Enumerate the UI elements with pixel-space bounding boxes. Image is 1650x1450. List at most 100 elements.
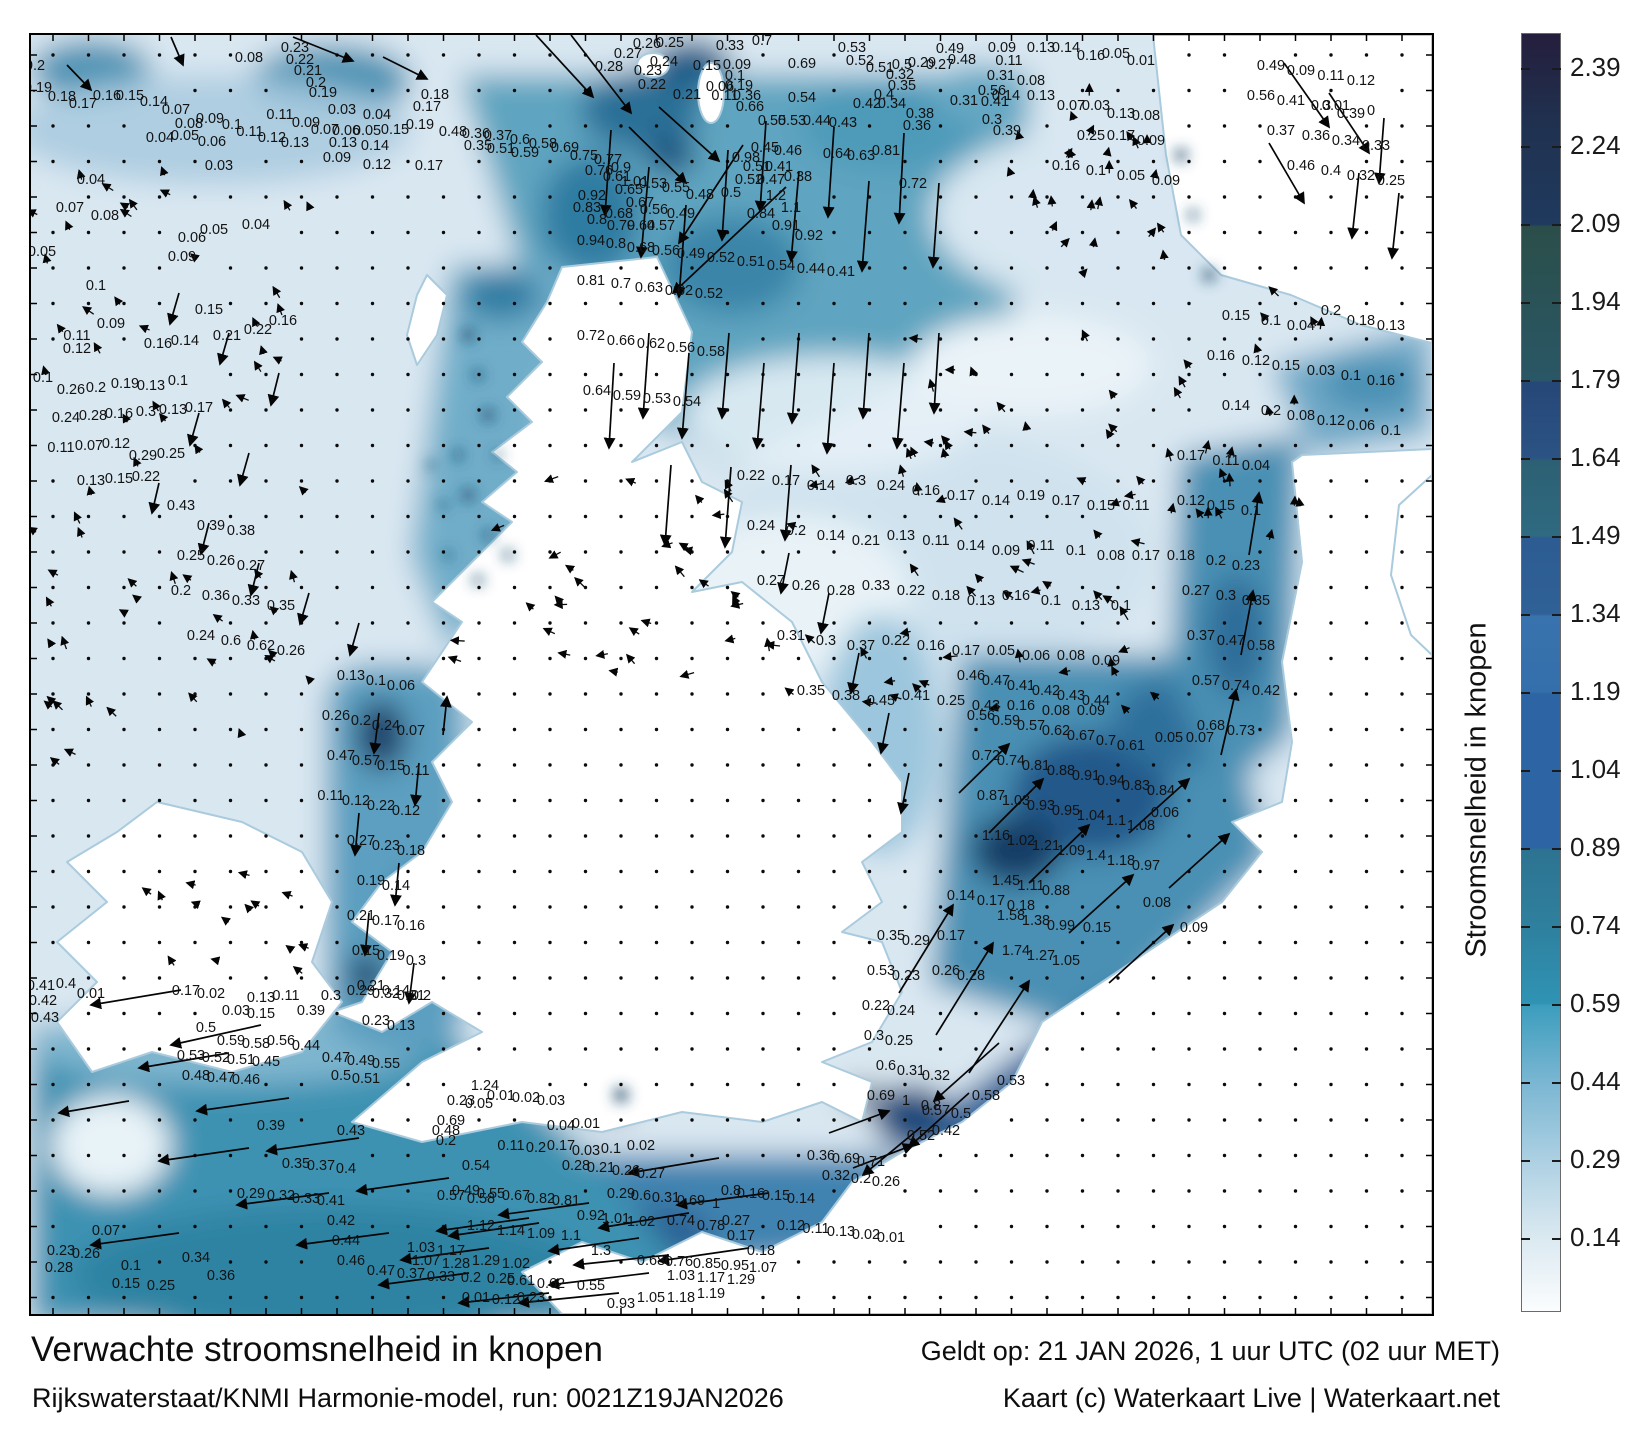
svg-text:0.04: 0.04: [77, 172, 105, 188]
svg-text:0.47: 0.47: [207, 1070, 235, 1086]
svg-text:0.21: 0.21: [357, 978, 385, 994]
colorbar-tick: [1552, 536, 1561, 539]
svg-text:0.13: 0.13: [887, 528, 915, 544]
svg-text:0.14: 0.14: [382, 983, 410, 999]
svg-text:0.15: 0.15: [1087, 498, 1115, 514]
svg-text:0.13: 0.13: [281, 135, 309, 151]
svg-text:0.49: 0.49: [667, 206, 695, 222]
svg-text:0.17: 0.17: [415, 158, 443, 174]
colorbar-tick: [1552, 458, 1561, 461]
svg-text:0.93: 0.93: [607, 1296, 635, 1312]
svg-text:0.17: 0.17: [952, 643, 980, 659]
major-current-arrows: [57, 35, 1400, 1308]
svg-text:0.08: 0.08: [1057, 648, 1085, 664]
svg-text:0.16: 0.16: [1207, 348, 1235, 364]
svg-text:0.02: 0.02: [627, 1138, 655, 1154]
svg-text:0.15: 0.15: [116, 88, 144, 104]
svg-text:0.05: 0.05: [465, 1096, 493, 1112]
svg-text:0.15: 0.15: [352, 943, 380, 959]
svg-text:0.08: 0.08: [1143, 895, 1171, 911]
svg-text:0.1: 0.1: [1041, 593, 1061, 609]
colorbar-tick-label: 1.04: [1570, 754, 1621, 785]
svg-text:0.35: 0.35: [888, 78, 916, 94]
colorbar-tick-label: 2.39: [1570, 52, 1621, 83]
svg-text:0.37: 0.37: [307, 1158, 335, 1174]
svg-text:0.06: 0.06: [387, 678, 415, 694]
svg-text:0.27: 0.27: [637, 1166, 665, 1182]
svg-text:0.57: 0.57: [1192, 673, 1220, 689]
svg-text:0.56: 0.56: [652, 243, 680, 259]
colorbar-tick: [1521, 770, 1530, 773]
svg-text:0.41: 0.41: [981, 94, 1009, 110]
svg-text:0.29: 0.29: [902, 933, 930, 949]
svg-text:0.92: 0.92: [578, 188, 606, 204]
svg-text:0.21: 0.21: [673, 87, 701, 103]
svg-text:0.26: 0.26: [72, 1246, 100, 1262]
svg-text:1.38: 1.38: [1022, 913, 1050, 929]
svg-text:0.21: 0.21: [213, 328, 241, 344]
svg-text:0.15: 0.15: [105, 471, 133, 487]
svg-text:0.13: 0.13: [1027, 88, 1055, 104]
svg-text:1.17: 1.17: [437, 1243, 465, 1259]
svg-text:1.27: 1.27: [1027, 948, 1055, 964]
svg-text:0.14: 0.14: [992, 88, 1020, 104]
svg-text:0.26: 0.26: [277, 643, 305, 659]
svg-text:0.16: 0.16: [912, 483, 940, 499]
svg-text:0.53: 0.53: [867, 963, 895, 979]
svg-text:0.23: 0.23: [47, 1243, 75, 1259]
ireland: [56, 801, 343, 1073]
svg-text:0.16: 0.16: [737, 1186, 765, 1202]
svg-text:0.11: 0.11: [802, 1221, 829, 1237]
svg-text:0.11: 0.11: [711, 88, 738, 104]
svg-text:1.14: 1.14: [497, 1223, 525, 1239]
svg-text:0.46: 0.46: [1287, 158, 1315, 174]
svg-text:0.78: 0.78: [697, 1218, 725, 1234]
svg-text:0.2: 0.2: [306, 75, 326, 91]
svg-text:0.24: 0.24: [372, 718, 400, 734]
svg-text:0.02: 0.02: [852, 1227, 880, 1243]
svg-text:0.56: 0.56: [978, 83, 1006, 99]
colorbar-tick: [1521, 302, 1530, 305]
svg-text:0.11: 0.11: [497, 1138, 524, 1154]
svg-text:1.3: 1.3: [591, 1243, 611, 1259]
svg-text:0.12: 0.12: [102, 436, 130, 452]
svg-text:0.39: 0.39: [257, 1118, 285, 1134]
svg-text:0.17: 0.17: [372, 913, 400, 929]
svg-text:0.09: 0.09: [168, 249, 196, 265]
svg-text:0.49: 0.49: [936, 41, 964, 57]
svg-text:0.88: 0.88: [1047, 763, 1075, 779]
svg-text:0.15: 0.15: [247, 1006, 275, 1022]
svg-text:0.47: 0.47: [322, 1050, 350, 1066]
svg-text:0.09: 0.09: [988, 40, 1016, 56]
svg-text:0.12: 0.12: [1347, 73, 1375, 89]
svg-text:0.2: 0.2: [1206, 553, 1226, 569]
svg-text:0.46: 0.46: [337, 1253, 365, 1269]
svg-text:0.04: 0.04: [242, 217, 270, 233]
svg-text:0.6: 0.6: [221, 633, 241, 649]
svg-text:1.1: 1.1: [561, 1228, 581, 1244]
svg-text:0.52: 0.52: [846, 53, 874, 69]
svg-text:0.87: 0.87: [977, 788, 1005, 804]
svg-text:1.03: 1.03: [407, 1240, 435, 1256]
svg-text:0.6: 0.6: [631, 1188, 651, 1204]
svg-text:0.17: 0.17: [69, 96, 97, 112]
svg-text:1.1: 1.1: [1106, 813, 1126, 829]
colorbar-axis-title: Stroomsnelheid in knopen: [1460, 622, 1493, 958]
svg-text:0.31: 0.31: [777, 628, 805, 644]
svg-text:0.8: 0.8: [606, 236, 626, 252]
svg-text:0.1: 0.1: [1086, 163, 1106, 179]
svg-text:1.4: 1.4: [1086, 848, 1106, 864]
svg-text:0.31: 0.31: [652, 1190, 680, 1206]
colorbar-tick-label: 0.59: [1570, 988, 1621, 1019]
svg-text:0.21: 0.21: [294, 63, 322, 79]
svg-text:0.23: 0.23: [447, 1093, 475, 1109]
svg-text:0.17: 0.17: [1132, 548, 1160, 564]
svg-text:0.3: 0.3: [321, 988, 341, 1004]
svg-text:0.49: 0.49: [677, 246, 705, 262]
svg-text:0.1: 0.1: [1111, 598, 1131, 614]
svg-text:0.01: 0.01: [1127, 53, 1155, 69]
svg-text:0.04: 0.04: [363, 107, 391, 123]
svg-text:0.3: 0.3: [846, 473, 866, 489]
svg-text:0.12: 0.12: [1242, 353, 1270, 369]
